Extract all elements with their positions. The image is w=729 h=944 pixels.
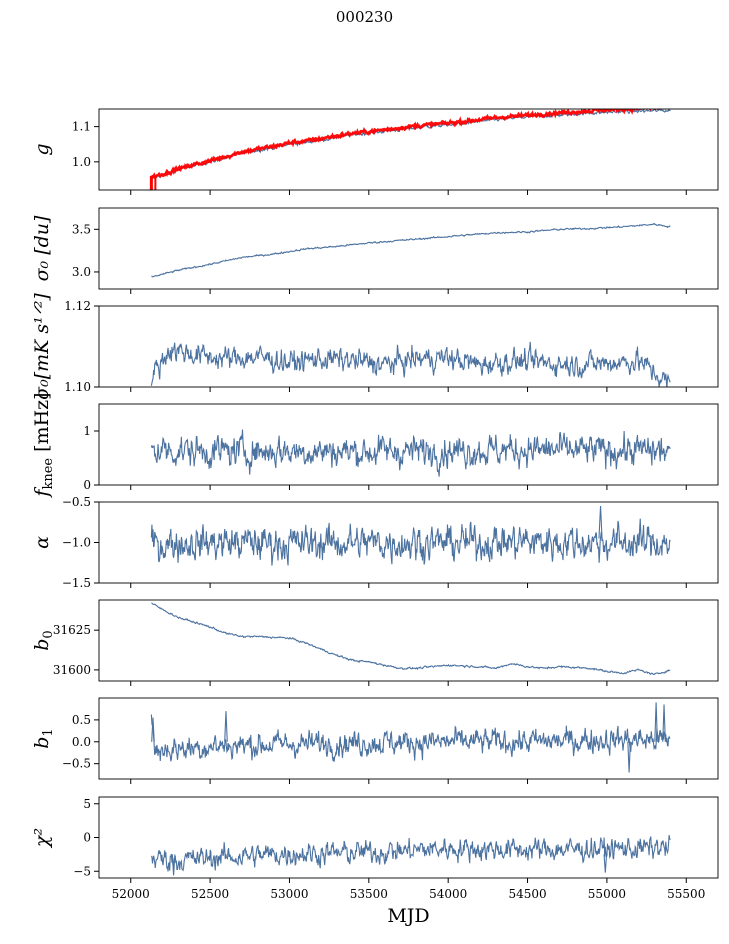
series-line-g: [151, 109, 671, 179]
series-spike: [598, 506, 603, 541]
series-line-b1: [150, 714, 671, 762]
panel-g: 1.0 1.1 g: [31, 108, 719, 195]
axes-frame: [98, 108, 719, 191]
x-tick-label: 55000: [588, 887, 626, 901]
y-tick-label: 1: [83, 424, 91, 438]
series-line-alpha: [150, 518, 671, 566]
y-tick-label: 1.12: [64, 299, 91, 313]
y-tick-label: 3.0: [72, 265, 91, 279]
y-axis-label: b1: [31, 728, 56, 748]
y-axis-label: g: [31, 143, 53, 155]
series-spike: [662, 704, 666, 742]
series-line-b0: [151, 602, 671, 676]
axes-frame: [98, 796, 719, 879]
y-axis-label: b0: [31, 630, 56, 650]
y-axis-label: fknee [mHz]: [31, 392, 56, 498]
axes-frame: [98, 599, 719, 682]
series-line-g_ref: [150, 109, 667, 180]
series-spike: [224, 711, 228, 742]
y-tick-label: 1.10: [64, 380, 91, 394]
x-tick-label: 54500: [508, 887, 546, 901]
panel-alpha: −1.5 −1.0 −0.5 α: [31, 495, 719, 590]
y-tick-label: −5: [73, 864, 91, 878]
panel-chi2: −5 0 5 52000 52500 53000 53500 54000 54500 55000 5…: [31, 796, 719, 927]
series-line-chi2: [150, 835, 671, 872]
series-line-sigma0: [151, 222, 671, 278]
y-axis-label: σ₀ [du]: [31, 215, 53, 281]
y-axis-label: χ²: [31, 828, 53, 849]
x-tick-label: 55500: [667, 887, 705, 901]
y-tick-label: 31625: [53, 623, 91, 637]
figure-title: 000230: [335, 8, 394, 26]
panel-sigma0_mk: 1.10 1.12 σ₀[mK s¹ᐟ²]: [31, 293, 719, 400]
y-tick-label: 0: [83, 478, 91, 492]
x-axis-label: MJD: [387, 905, 429, 927]
x-tick-label: 54000: [429, 887, 467, 901]
x-tick-label: 53500: [350, 887, 388, 901]
series-line-sigma0_mk: [150, 341, 671, 387]
y-axis-label: α: [31, 536, 53, 549]
axes-frame: [98, 403, 719, 486]
y-axis-label: σ₀[mK s¹ᐟ²]: [31, 293, 53, 400]
y-tick-label: 0: [83, 831, 91, 845]
x-tick-label: 53000: [270, 887, 308, 901]
y-tick-label: 3.5: [72, 222, 91, 236]
series-spike: [171, 854, 176, 876]
y-tick-label: −1.5: [62, 576, 91, 590]
axes-frame: [98, 305, 719, 388]
panel-b1: −0.5 0.0 0.5 b1: [31, 697, 719, 784]
y-tick-label: 5: [83, 797, 91, 811]
panel-fknee: 0 1 fknee [mHz]: [31, 392, 719, 499]
series-line-fknee: [150, 429, 671, 477]
panel-sigma0_du: 3.0 3.5 σ₀ [du]: [31, 207, 719, 294]
series-spike: [627, 741, 631, 773]
x-tick-label: 52500: [191, 887, 229, 901]
series-spike: [654, 702, 658, 742]
y-tick-label: 1.0: [72, 155, 91, 169]
y-tick-label: −0.5: [62, 495, 91, 509]
x-tick-label: 52000: [112, 887, 150, 901]
y-tick-label: −1.0: [62, 536, 91, 550]
y-tick-label: 0.0: [72, 735, 91, 749]
y-tick-label: 0.5: [72, 713, 91, 727]
axes-frame: [98, 207, 719, 290]
axes-frame: [98, 697, 719, 780]
y-tick-label: 1.1: [72, 120, 91, 134]
series-spike: [151, 717, 155, 742]
y-tick-label: 31600: [53, 663, 91, 677]
series-spike: [603, 854, 608, 873]
y-tick-label: −0.5: [62, 757, 91, 771]
